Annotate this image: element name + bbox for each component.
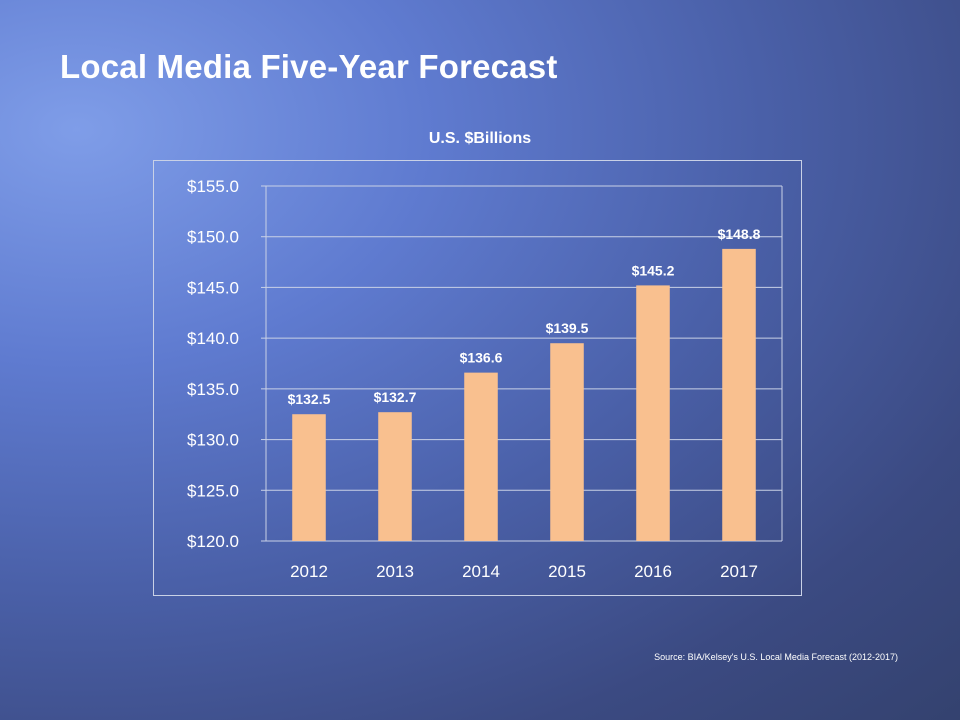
x-tick-label: 2012 xyxy=(290,562,328,581)
y-tick-label: $150.0 xyxy=(187,228,239,247)
y-tick-label: $130.0 xyxy=(187,431,239,450)
data-label: $139.5 xyxy=(546,320,589,336)
y-tick-label: $120.0 xyxy=(187,532,239,551)
y-tick-label: $140.0 xyxy=(187,329,239,348)
y-tick-label: $125.0 xyxy=(187,481,239,500)
x-tick-label: 2017 xyxy=(720,562,758,581)
source-note: Source: BIA/Kelsey's U.S. Local Media Fo… xyxy=(654,652,898,662)
bar xyxy=(636,285,670,541)
x-tick-label: 2016 xyxy=(634,562,672,581)
data-label: $132.5 xyxy=(288,391,331,407)
chart-title: U.S. $Billions xyxy=(428,130,532,147)
bar xyxy=(292,414,326,541)
data-label: $148.8 xyxy=(718,226,761,242)
bar xyxy=(722,248,756,541)
data-label: $145.2 xyxy=(632,262,675,278)
x-tick-label: 2013 xyxy=(376,562,414,581)
data-label: $136.6 xyxy=(460,350,503,366)
y-tick-label: $135.0 xyxy=(187,380,239,399)
bar xyxy=(378,412,412,541)
x-tick-label: 2014 xyxy=(462,562,500,581)
y-tick-label: $155.0 xyxy=(187,177,239,196)
data-label: $132.7 xyxy=(374,389,417,405)
bar xyxy=(464,372,498,541)
y-tick-label: $145.0 xyxy=(187,278,239,297)
x-tick-label: 2015 xyxy=(548,562,586,581)
chart-frame xyxy=(153,160,802,596)
bar xyxy=(550,343,584,541)
slide-title: Local Media Five-Year Forecast xyxy=(60,48,558,85)
